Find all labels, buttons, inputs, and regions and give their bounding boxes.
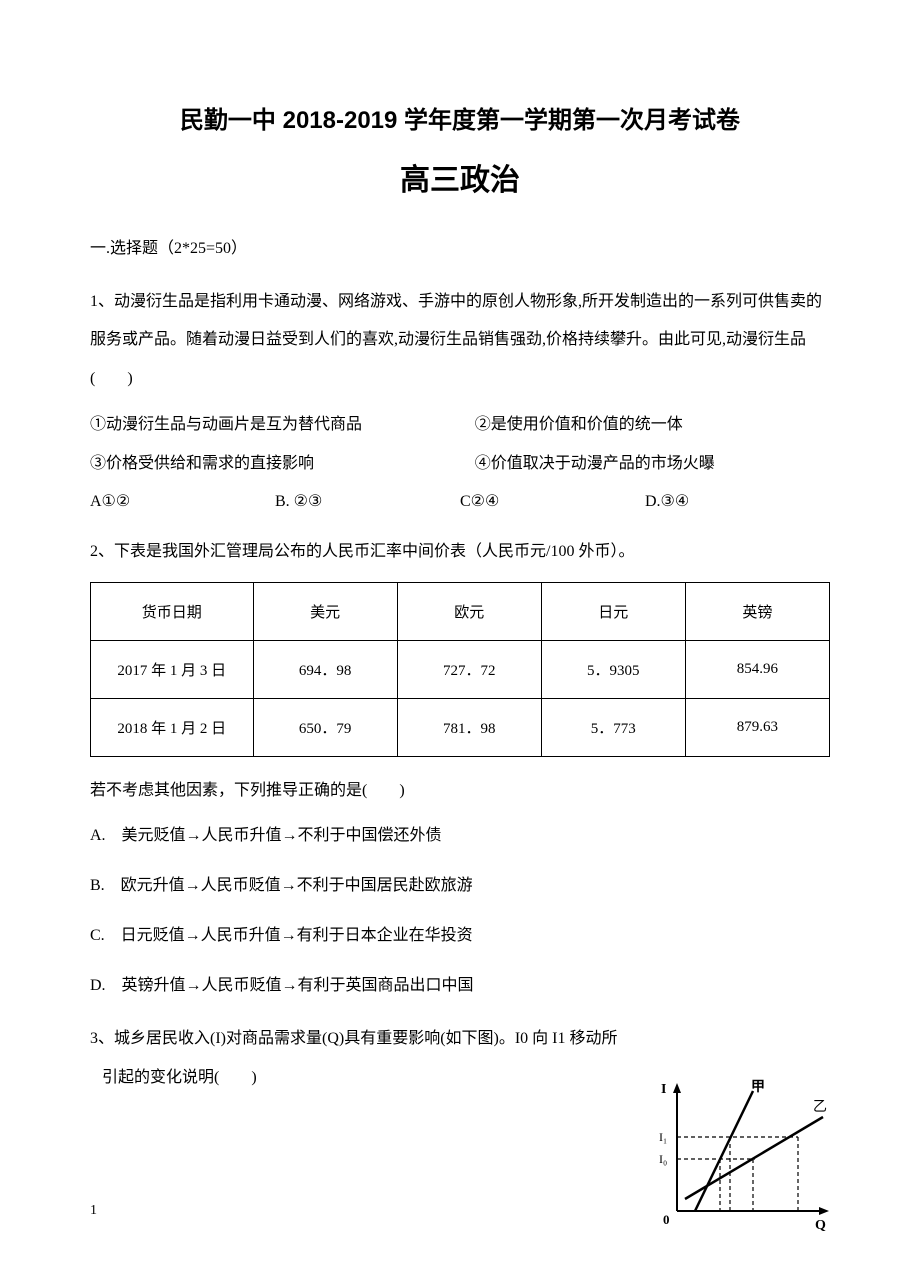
q2-opt-d: D. 英镑升值→人民币贬值→有利于英国商品出口中国: [90, 970, 830, 1002]
q1-stmt1: ①动漫衍生品与动画片是互为替代商品: [90, 406, 475, 444]
q2-table: 货币日期 美元 欧元 日元 英镑 2017 年 1 月 3 日 694．98 7…: [90, 582, 830, 757]
q2-after: 若不考虑其他因素，下列推导正确的是( ): [90, 772, 830, 810]
q3-line1: 3、城乡居民收入(I)对商品需求量(Q)具有重要影响(如下图)。I0 向 I1 …: [90, 1020, 650, 1058]
td: 694．98: [253, 640, 397, 698]
td: 781．98: [397, 698, 541, 756]
th-3: 日元: [541, 582, 685, 640]
td: 2018 年 1 月 2 日: [91, 698, 254, 756]
q1-choice-d: D.③④: [645, 483, 830, 521]
q1-choice-b: B. ②③: [275, 483, 460, 521]
q2-opt-c: C. 日元贬值→人民币升值→有利于日本企业在华投资: [90, 920, 830, 952]
tick-i1: I₁: [659, 1130, 667, 1144]
q1-stmt2: ②是使用价值和价值的统一体: [475, 406, 830, 444]
td: 2017 年 1 月 3 日: [91, 640, 254, 698]
th-2: 欧元: [397, 582, 541, 640]
exam-title-sub: 高三政治: [90, 155, 830, 199]
th-0: 货币日期: [91, 582, 254, 640]
q1-choice-c: C②④: [460, 483, 645, 521]
q1-stem: 1、动漫衍生品是指利用卡通动漫、网络游戏、手游中的原创人物形象,所开发制造出的一…: [90, 283, 830, 398]
table-row: 2017 年 1 月 3 日 694．98 727．72 5．9305 854.…: [91, 640, 830, 698]
q1-choices: A①② B. ②③ C②④ D.③④: [90, 483, 830, 521]
td: 727．72: [397, 640, 541, 698]
exam-title-main: 民勤一中 2018-2019 学年度第一学期第一次月考试卷: [90, 100, 830, 135]
q3-chart: I 甲 乙 I₁ I₀ 0 Q: [655, 1079, 830, 1234]
axis-x-label: Q: [815, 1218, 826, 1233]
line1-label: 甲: [751, 1079, 765, 1095]
tick-i0: I₀: [659, 1152, 667, 1166]
td: 650．79: [253, 698, 397, 756]
td: 854.96: [685, 640, 829, 698]
line2-label: 乙: [813, 1099, 827, 1115]
q3-line2: 引起的变化说明( ): [90, 1059, 650, 1097]
td: 5．9305: [541, 640, 685, 698]
q2-intro: 2、下表是我国外汇管理局公布的人民币汇率中间价表（人民币元/100 外币）。: [90, 533, 830, 571]
origin-label: 0: [663, 1212, 670, 1227]
th-1: 美元: [253, 582, 397, 640]
axis-y-label: I: [661, 1082, 666, 1097]
q1-statements-row1: ①动漫衍生品与动画片是互为替代商品 ②是使用价值和价值的统一体: [90, 406, 830, 444]
table-row: 2018 年 1 月 2 日 650．79 781．98 5．773 879.6…: [91, 698, 830, 756]
td: 879.63: [685, 698, 829, 756]
table-header-row: 货币日期 美元 欧元 日元 英镑: [91, 582, 830, 640]
q1-statements-row2: ③价格受供给和需求的直接影响 ④价值取决于动漫产品的市场火曝: [90, 445, 830, 483]
q2-opt-b: B. 欧元升值→人民币贬值→不利于中国居民赴欧旅游: [90, 870, 830, 902]
q1-stmt4: ④价值取决于动漫产品的市场火曝: [475, 445, 830, 483]
section-heading: 一.选择题（2*25=50）: [90, 234, 830, 258]
q2-opt-a: A. 美元贬值→人民币升值→不利于中国偿还外债: [90, 820, 830, 852]
page-number: 1: [90, 1203, 97, 1219]
q1-stmt3: ③价格受供给和需求的直接影响: [90, 445, 475, 483]
q1-choice-a: A①②: [90, 483, 275, 521]
th-4: 英镑: [685, 582, 829, 640]
td: 5．773: [541, 698, 685, 756]
